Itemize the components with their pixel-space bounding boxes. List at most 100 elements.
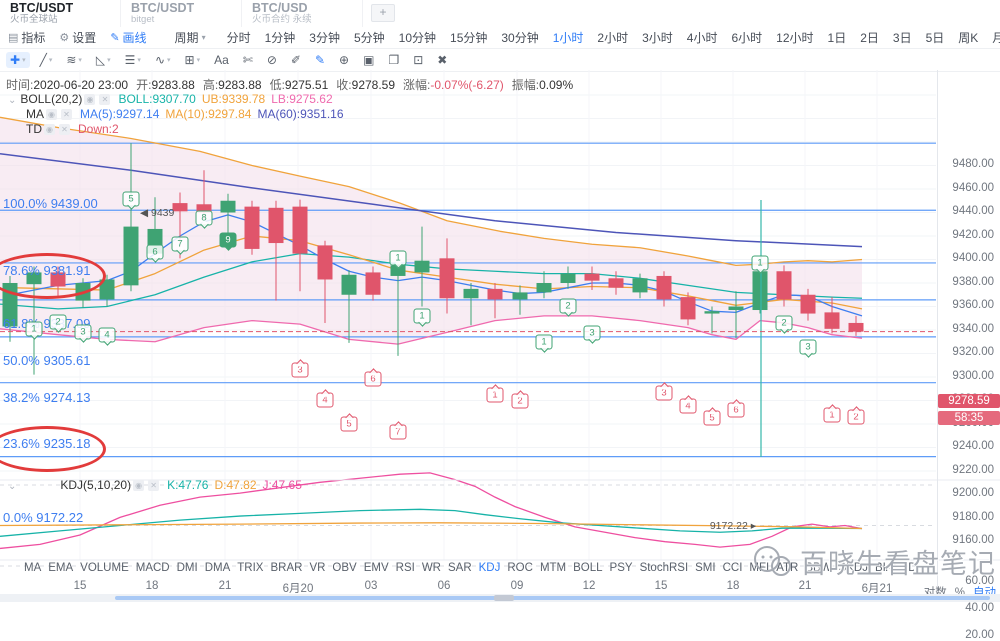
timeframe-3分钟[interactable]: 3分钟 — [309, 31, 340, 45]
candle — [317, 245, 333, 280]
copy-icon[interactable]: ❐ — [388, 53, 400, 67]
measure-icon[interactable]: ⊕ — [339, 53, 350, 67]
indicator-tab-BRAR[interactable]: BRAR — [270, 562, 303, 574]
indicator-tab-MTM[interactable]: MTM — [539, 562, 567, 574]
indicator-tab-BOLL[interactable]: BOLL — [573, 562, 603, 574]
indicator-tab-StochRSI[interactable]: StochRSI — [639, 562, 689, 574]
boll-lb-line — [0, 315, 863, 345]
text-tool-icon[interactable]: Aa — [214, 53, 229, 67]
brush-icon[interactable]: ✄ — [242, 53, 253, 67]
indicator-tab-OBV[interactable]: OBV — [332, 562, 357, 574]
parallel-lines-icon[interactable]: ≋ ▾ — [66, 53, 82, 67]
candle — [75, 283, 91, 301]
crosshair-icon[interactable]: ✚ ▾ — [6, 52, 30, 68]
timeframe-2小时[interactable]: 2小时 — [597, 31, 629, 45]
indicator-value: UB:9339.78 — [201, 92, 266, 106]
symbol-tab-3[interactable]: BTC/USD 火币合约 永续 — [242, 0, 363, 27]
timeframe-周K[interactable]: 周K — [958, 31, 979, 45]
timeframe-1日[interactable]: 1日 — [827, 31, 847, 45]
delete-icon[interactable]: ✖ — [437, 53, 448, 67]
scale-option-%[interactable]: % — [954, 587, 965, 599]
indicator-tab-CCI[interactable]: CCI — [722, 562, 743, 574]
indicator-tab-DMA[interactable]: DMA — [204, 562, 231, 574]
indicator-tab-SKDJ[interactable]: SKDJ — [838, 562, 868, 574]
eye-icon[interactable]: ◉ — [44, 124, 55, 135]
indicator-tab-KDJ[interactable]: KDJ — [478, 562, 501, 574]
chart-area[interactable]: 100.0% 9439.00 78.6% 9381.91 61.8% 9337.09… — [0, 70, 1000, 641]
period-dropdown[interactable]: 周期 ▾ — [174, 31, 206, 45]
collapse-chevron-icon[interactable]: ⌄ — [8, 481, 17, 492]
timeframe-10分钟[interactable]: 10分钟 — [398, 31, 437, 45]
timeframe-12小时[interactable]: 12小时 — [776, 31, 814, 45]
scrollbar-handle[interactable] — [494, 595, 514, 601]
indicator-button[interactable]: ▤ 指标 — [8, 31, 46, 45]
indicator-tab-BBW[interactable]: BBW — [805, 562, 832, 574]
timeframe-分时[interactable]: 分时 — [226, 31, 251, 45]
candle — [268, 207, 284, 244]
kdj-j-line — [0, 472, 863, 550]
indicator-tab-SMI[interactable]: SMI — [695, 562, 716, 574]
wave-icon[interactable]: ∿ ▾ — [154, 53, 171, 67]
timeframe-6小时[interactable]: 6小时 — [731, 31, 763, 45]
kdj-axis-label: 20.00 — [965, 629, 994, 641]
chart-scrollbar[interactable] — [0, 594, 1000, 602]
settings-button[interactable]: ⚙ 设置 — [59, 31, 97, 45]
eye-icon[interactable]: ◉ — [133, 480, 145, 491]
trendline-icon[interactable]: ╱ ▾ — [39, 53, 53, 67]
timeframe-1小时[interactable]: 1小时 — [552, 31, 584, 45]
indicator-tab-DMI[interactable]: DMI — [176, 562, 198, 574]
indicator-tab-WR[interactable]: WR — [421, 562, 441, 574]
indicator-tab-RSI[interactable]: RSI — [395, 562, 415, 574]
exchange-name: 火币合约 永续 — [252, 14, 312, 25]
timeframe-2日[interactable]: 2日 — [860, 31, 879, 45]
indicator-tab-EMA[interactable]: EMA — [48, 562, 74, 574]
timeframe-3日[interactable]: 3日 — [892, 31, 912, 45]
grid-icon[interactable]: ⊞ ▾ — [184, 53, 201, 67]
indicator-tab-TRIX[interactable]: TRIX — [237, 562, 264, 574]
symbol-tab-1[interactable]: BTC/USDT 火币全球站 — [0, 0, 121, 27]
timeframe-15分钟[interactable]: 15分钟 — [450, 31, 488, 45]
eye-icon[interactable]: ◉ — [46, 109, 57, 120]
indicator-tab-EMV[interactable]: EMV — [363, 562, 389, 574]
indicator-tab-ATR[interactable]: ATR — [776, 562, 799, 574]
timeframe-3小时[interactable]: 3小时 — [642, 31, 673, 45]
pencil-icon[interactable]: ✎ — [314, 53, 326, 67]
indicator-tab-VR[interactable]: VR — [309, 562, 326, 574]
eye-icon[interactable]: ◉ — [84, 94, 96, 105]
indicator-tab-MA[interactable]: MA — [24, 562, 42, 574]
indicator-value: J:47.65 — [262, 478, 302, 492]
select-icon[interactable]: ⊡ — [413, 53, 424, 67]
close-icon[interactable]: ✕ — [59, 124, 70, 135]
timeframe-4小时[interactable]: 4小时 — [686, 31, 718, 45]
close-icon[interactable]: ✕ — [99, 94, 111, 105]
indicator-tab-BIAS[interactable]: BIAS — [874, 562, 902, 574]
collapse-chevron-icon[interactable]: ⌄ — [8, 95, 17, 106]
timeframe-5分钟[interactable]: 5分钟 — [353, 31, 385, 45]
draw-button[interactable]: ✎ 画线 — [110, 31, 147, 45]
indicator-tab-SAR[interactable]: SAR — [447, 562, 472, 574]
candle — [656, 275, 672, 300]
indicator-tab-PSY[interactable]: PSY — [609, 562, 633, 574]
symbol-tab-2[interactable]: BTC/USDT bitget — [121, 0, 242, 27]
indicator-tab-MACD[interactable]: MACD — [135, 562, 170, 574]
shape-icon[interactable]: ◺ ▾ — [95, 53, 111, 67]
eraser-icon[interactable]: ⊘ — [266, 53, 277, 67]
timeframe-30分钟[interactable]: 30分钟 — [501, 31, 539, 45]
ruler-icon[interactable]: ✐ — [290, 53, 301, 67]
close-icon[interactable]: ✕ — [148, 480, 160, 491]
candle — [728, 306, 744, 311]
screenshot-icon[interactable]: ▣ — [363, 53, 375, 67]
indicator-tab-VOLUME[interactable]: VOLUME — [80, 562, 129, 574]
add-tab-button[interactable]: + — [371, 4, 395, 22]
indicator-tabbar: MA EMA VOLUME MACD DMI DMA TRIX BRAR VR OBV EMV RSI… — [24, 562, 914, 574]
close-icon[interactable]: ✕ — [61, 109, 72, 120]
timeframe-5日[interactable]: 5日 — [925, 31, 945, 45]
indicator-tab-DPO[interactable]: DPO — [908, 562, 914, 574]
candle — [680, 297, 696, 320]
timeframe-月K[interactable]: 月K — [992, 31, 1000, 45]
fib-lines-icon[interactable]: ☰ ▾ — [124, 53, 141, 67]
main-toolbar: ▤ 指标 ⚙ 设置 ✎ 画线 周期 ▾ 分时 1分钟 3分钟 5分钟 10分钟 15分钟 3… — [0, 27, 1000, 49]
indicator-tab-ROC[interactable]: ROC — [507, 562, 533, 574]
timeframe-1分钟[interactable]: 1分钟 — [264, 31, 296, 45]
scrollbar-range[interactable] — [115, 596, 990, 600]
